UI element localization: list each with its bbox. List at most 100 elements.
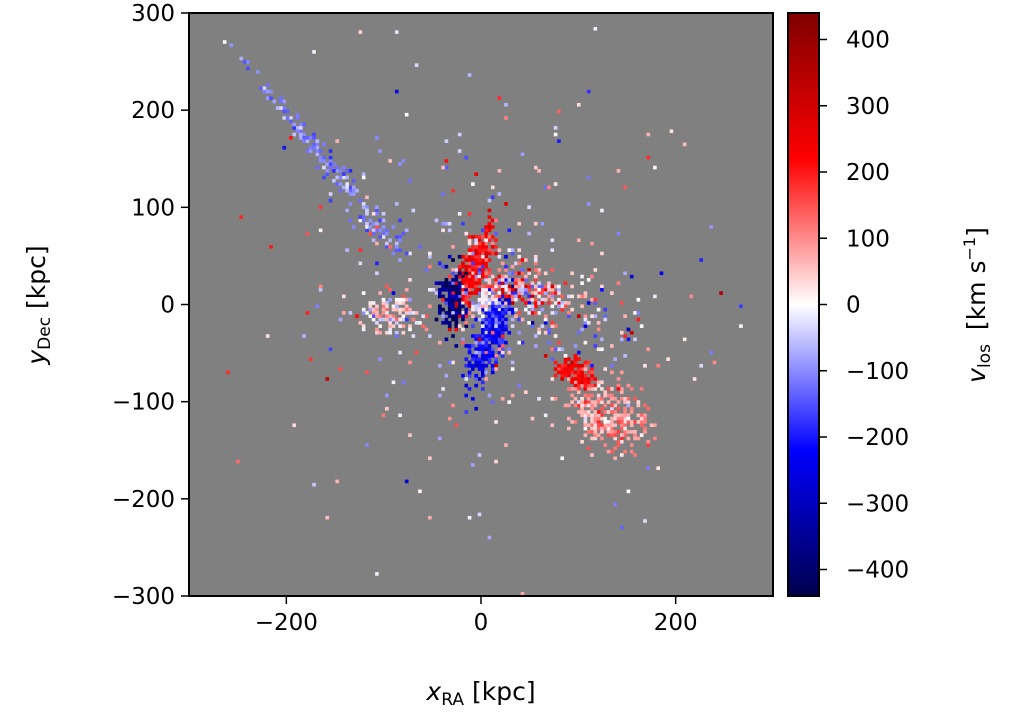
heatmap-cell (596, 423, 601, 428)
heatmap-cell (510, 297, 515, 302)
heatmap-cell (477, 261, 482, 266)
heatmap-cell (573, 357, 578, 361)
heatmap-cell (474, 281, 478, 285)
heatmap-cell (477, 291, 482, 295)
heatmap-cell (471, 324, 475, 328)
heatmap-cell (385, 231, 389, 236)
heatmap-cell (474, 258, 478, 262)
heatmap-cell (477, 245, 482, 249)
heatmap-cell (494, 311, 498, 315)
heatmap-cell (447, 416, 452, 421)
heatmap-cell (454, 301, 459, 305)
heatmap-cell (583, 416, 588, 421)
heatmap-cell (550, 357, 555, 361)
heatmap-cell (484, 344, 488, 348)
heatmap-cell (527, 287, 531, 292)
heatmap-cell (401, 324, 406, 328)
heatmap-cell (567, 370, 571, 375)
heatmap-cell (563, 373, 568, 378)
heatmap-cell (547, 327, 551, 332)
heatmap-cell (381, 301, 386, 305)
heatmap-cell (616, 416, 621, 421)
heatmap-cell (447, 284, 452, 289)
heatmap-cell (378, 149, 383, 153)
heatmap-cell (619, 420, 624, 424)
heatmap-cell (484, 271, 488, 276)
heatmap-cell (394, 304, 399, 309)
heatmap-cell (527, 284, 531, 289)
heatmap-cell (298, 129, 303, 134)
heatmap-cell (312, 142, 316, 147)
heatmap-cell (342, 294, 346, 299)
heatmap-cell (358, 218, 363, 223)
heatmap-cell (504, 324, 508, 328)
heatmap-cell (375, 228, 379, 233)
heatmap-cell (348, 169, 353, 173)
y-tick-label: −300 (112, 584, 175, 610)
heatmap-cell (524, 284, 528, 289)
heatmap-cell (381, 235, 386, 239)
heatmap-cell (348, 202, 353, 206)
heatmap-cell (484, 254, 488, 259)
heatmap-cell (467, 73, 472, 77)
heatmap-cell (464, 271, 469, 276)
heatmap-cell (394, 307, 399, 312)
heatmap-cell (398, 238, 402, 243)
heatmap-cell (639, 423, 644, 428)
heatmap-cell (537, 271, 541, 276)
heatmap-cell (643, 413, 647, 418)
heatmap-cell (368, 231, 373, 236)
heatmap-cell (471, 274, 475, 279)
heatmap-cell (543, 287, 548, 292)
heatmap-cell (451, 304, 455, 309)
heatmap-cell (497, 321, 502, 325)
heatmap-cell (474, 274, 478, 279)
heatmap-cell (530, 321, 535, 325)
heatmap-cell (398, 301, 402, 305)
heatmap-cell (487, 281, 492, 285)
heatmap-cell (487, 535, 492, 540)
heatmap-cell (481, 301, 485, 305)
heatmap-cell (590, 416, 594, 421)
heatmap-cell (394, 245, 399, 249)
heatmap-cell (593, 426, 598, 431)
heatmap-cell (461, 274, 465, 279)
heatmap-cell (461, 337, 465, 342)
heatmap-cell (629, 423, 634, 428)
heatmap-cell (593, 413, 598, 418)
heatmap-cell (500, 274, 505, 279)
heatmap-cell (477, 258, 482, 262)
heatmap-cell (292, 126, 296, 130)
heatmap-cell (649, 423, 654, 428)
heatmap-cell (497, 314, 502, 319)
heatmap-cell (471, 248, 475, 252)
heatmap-cell (619, 301, 624, 305)
heatmap-cell (500, 330, 505, 335)
heatmap-cell (576, 400, 581, 404)
heatmap-cell (603, 317, 608, 322)
heatmap-cell (394, 297, 399, 302)
heatmap-cell (471, 307, 475, 312)
heatmap-cell (471, 344, 475, 348)
heatmap-cell (709, 350, 713, 355)
heatmap-cell (484, 245, 488, 249)
heatmap-cell (358, 198, 363, 203)
heatmap-cell (378, 235, 383, 239)
heatmap-cell (583, 420, 588, 424)
heatmap-cell (507, 350, 512, 355)
heatmap-cell (481, 235, 485, 239)
heatmap-cell (457, 274, 462, 279)
heatmap-cell (368, 218, 373, 223)
heatmap-cell (557, 139, 561, 143)
heatmap-cell (490, 241, 495, 246)
heatmap-cell (580, 370, 584, 375)
heatmap-cell (408, 178, 412, 183)
heatmap-cell (590, 363, 594, 368)
heatmap-cell (590, 400, 594, 404)
heatmap-cell (524, 274, 528, 279)
heatmap-cell (560, 367, 565, 371)
heatmap-cell (623, 400, 627, 404)
heatmap-cell (500, 397, 505, 401)
heatmap-cell (328, 159, 333, 163)
heatmap-cell (421, 324, 426, 328)
